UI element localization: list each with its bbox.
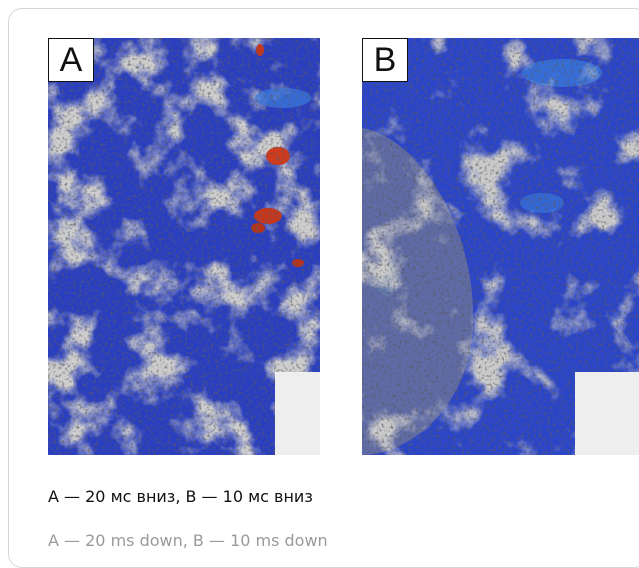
seismic-image-a	[48, 38, 320, 455]
page: {"figure": {"panels": [{"label": "A"}, {…	[0, 0, 639, 563]
panel-label: B	[362, 38, 408, 82]
caption: A — 20 мс вниз, B — 10 мс вниз	[48, 487, 313, 506]
blank-corner	[275, 372, 320, 455]
panel-b: B	[362, 38, 639, 455]
blank-corner	[575, 372, 639, 455]
caption-translation: A — 20 ms down, B — 10 ms down	[48, 531, 328, 550]
panel-a: A	[48, 38, 320, 455]
seismic-image-b	[362, 38, 639, 455]
panel-label: A	[48, 38, 94, 82]
